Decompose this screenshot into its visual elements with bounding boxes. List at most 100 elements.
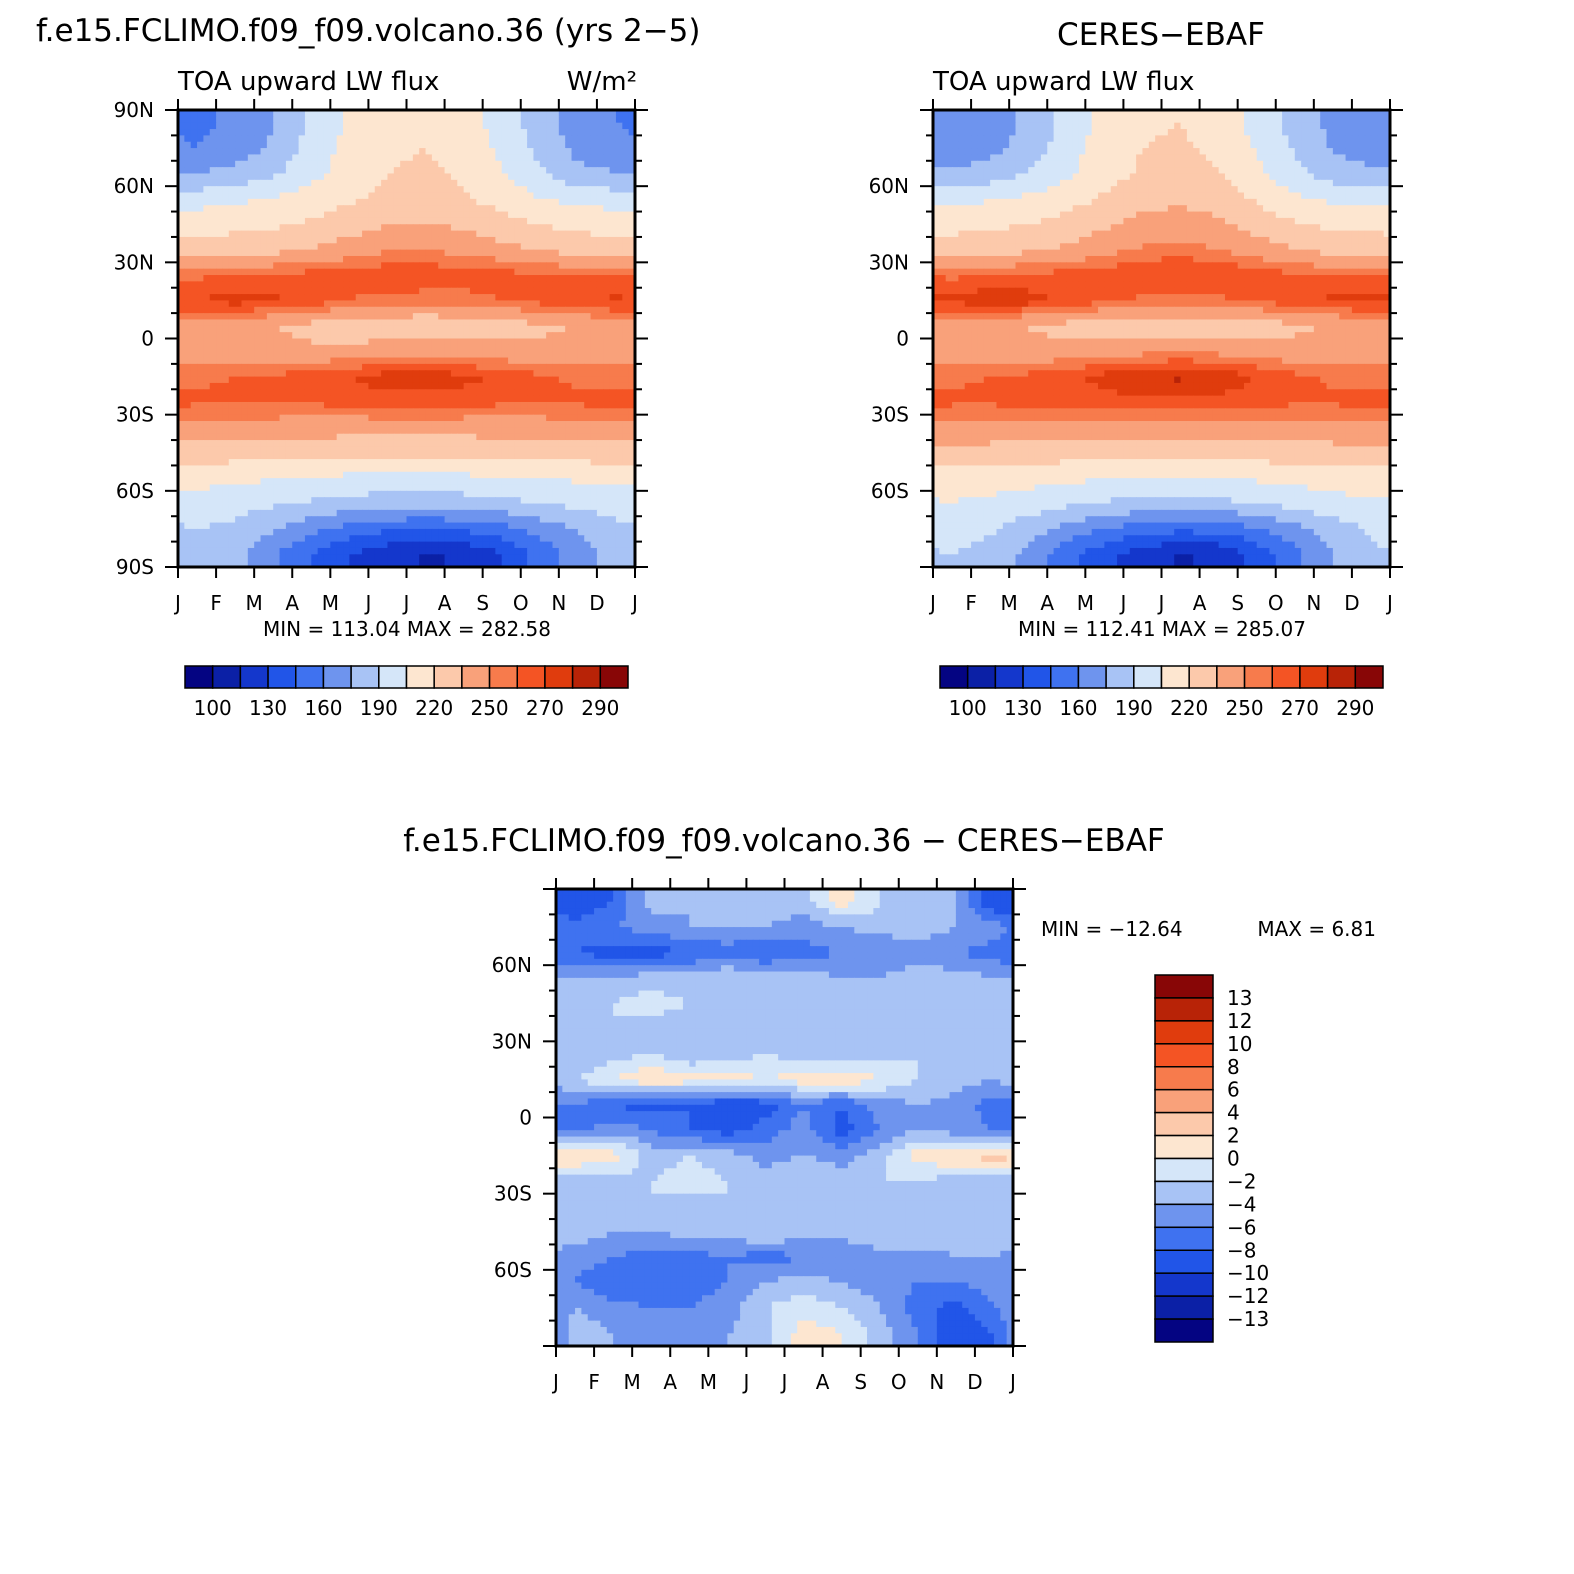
field-cell [482, 351, 490, 359]
field-cell [514, 408, 522, 416]
field-cell [336, 440, 344, 448]
field-cell [304, 110, 312, 117]
field-cell [197, 129, 204, 136]
field-cell [266, 509, 274, 517]
field-cell [482, 478, 490, 486]
field-cell [457, 376, 465, 384]
field-cell [311, 148, 319, 156]
field-cell [527, 205, 535, 213]
field-cell [247, 395, 255, 403]
field-cell [393, 401, 401, 409]
field-cell [571, 401, 579, 409]
field-cell [539, 255, 547, 263]
field-cell [203, 484, 211, 492]
field-cell [330, 376, 338, 384]
field-cell [431, 224, 439, 232]
field-cell [546, 192, 554, 200]
field-cell [190, 230, 198, 238]
field-cell [463, 141, 471, 149]
field-cell [533, 236, 541, 244]
field-cell [349, 414, 357, 422]
field-cell [603, 167, 611, 175]
field-cell [406, 186, 414, 194]
field-cell [216, 440, 224, 448]
field-cell [203, 116, 211, 124]
field-cell [349, 281, 357, 289]
field-cell [463, 243, 471, 251]
field-cell [317, 325, 325, 333]
field-cell [590, 300, 598, 308]
field-cell [304, 255, 312, 263]
field-cell [527, 135, 535, 143]
field-cell [609, 129, 617, 136]
field-cell [476, 522, 484, 530]
field-cell [330, 141, 338, 149]
field-cell [419, 110, 427, 117]
field-cell [622, 351, 630, 359]
field-cell [260, 427, 268, 435]
field-cell [628, 357, 635, 365]
field-cell [216, 281, 224, 289]
field-cell [285, 186, 293, 194]
field-cell [501, 535, 509, 543]
field-cell [374, 484, 382, 492]
field-cell [622, 395, 630, 403]
field-cell [279, 224, 287, 232]
field-cell [546, 427, 554, 435]
field-cell [285, 110, 293, 117]
field-cell [381, 287, 389, 295]
field-cell [527, 414, 535, 422]
field-cell [489, 179, 496, 187]
field-cell [330, 192, 338, 200]
field-cell [260, 421, 268, 428]
field-cell [584, 471, 592, 479]
field-cell [197, 110, 204, 117]
field-cell [431, 243, 439, 251]
field-cell [609, 497, 617, 505]
field-cell [482, 509, 490, 517]
field-cell [393, 452, 401, 460]
field-cell [508, 522, 516, 530]
field-cell [622, 262, 630, 270]
field-cell [603, 522, 611, 530]
field-cell [565, 243, 573, 251]
field-cell [450, 173, 458, 181]
field-cell [368, 262, 376, 270]
field-cell [317, 516, 325, 524]
field-cell [235, 452, 243, 460]
field-cell [495, 275, 503, 282]
field-cell [266, 338, 274, 346]
field-cell [438, 503, 446, 511]
field-cell [298, 173, 306, 181]
field-cell [393, 186, 401, 194]
field-cell [584, 363, 592, 371]
field-cell [260, 478, 268, 486]
field-cell [476, 395, 484, 403]
field-cell [228, 357, 236, 365]
field-cell [615, 497, 623, 505]
field-cell [178, 255, 185, 263]
field-cell [571, 446, 579, 454]
field-cell [387, 332, 395, 340]
field-cell [362, 325, 370, 333]
field-cell [520, 332, 528, 340]
field-cell [330, 205, 338, 213]
field-cell [317, 338, 325, 346]
field-cell [476, 167, 484, 175]
field-cell [622, 268, 630, 276]
field-cell [178, 275, 185, 282]
field-cell [508, 294, 516, 302]
field-cell [197, 547, 204, 555]
field-cell [216, 198, 224, 206]
field-cell [431, 440, 439, 448]
field-cell [444, 236, 452, 244]
field-cell [495, 300, 503, 308]
field-cell [444, 122, 452, 130]
field-cell [349, 516, 357, 524]
field-cell [311, 217, 319, 225]
field-cell [368, 179, 376, 187]
field-cell [469, 217, 477, 225]
field-cell [450, 414, 458, 422]
field-cell [552, 211, 560, 219]
field-cell [520, 294, 528, 302]
